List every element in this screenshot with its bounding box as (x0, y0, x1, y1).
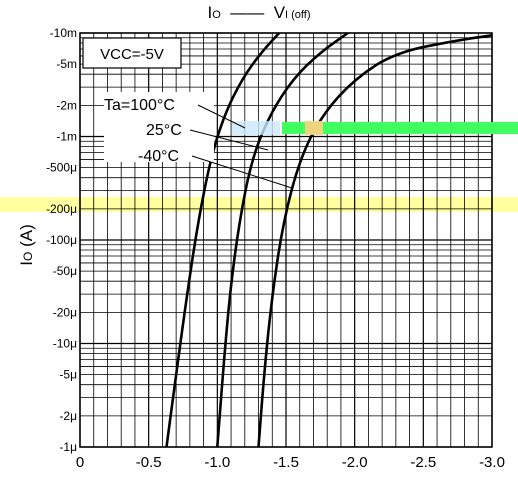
y-tick-label: -2μ (59, 409, 77, 423)
x-tick-label: -2.5 (410, 454, 436, 471)
y-tick-label: -50μ (53, 264, 77, 278)
x-tick-label: -1.5 (273, 454, 299, 471)
curves (165, 31, 493, 448)
series-line (165, 32, 281, 448)
series-line (216, 31, 349, 448)
legend-bg (104, 92, 214, 162)
y-tick-label: -100μ (46, 233, 77, 247)
chart-title: IO —— VI (off) (0, 3, 518, 23)
y-tick-label: -10m (50, 26, 77, 40)
condition-box (82, 37, 182, 69)
series-label-leader (189, 129, 269, 151)
series-label: 25°C (146, 122, 182, 139)
series-line (257, 34, 493, 448)
x-tick-label: -1.0 (204, 454, 230, 471)
marker-artifact (305, 121, 323, 135)
green-marker-bar (282, 122, 518, 134)
marker-artifact (232, 121, 280, 135)
title-dash: —— (225, 3, 269, 22)
x-tick-label: -2.0 (342, 454, 368, 471)
y-tick-label: -5m (56, 57, 77, 71)
series-label: Ta=100°C (104, 97, 175, 114)
y-tick-label: -10μ (53, 337, 77, 351)
tick-labels: -10m -5m -2m -1m -500μ -200μ -100μ -50μ -20μ -10μ… (46, 26, 505, 471)
series-label-leader (191, 155, 293, 189)
plot-frame (79, 32, 493, 448)
y-axis-label: IO (A) (17, 224, 36, 265)
y-tick-label: -2m (56, 98, 77, 112)
series-label-leader (197, 104, 246, 129)
highlight-band-layer (0, 197, 518, 212)
marker-layer (232, 121, 518, 135)
series-label: -40°C (138, 148, 179, 165)
highlight-band (0, 197, 518, 212)
x-tick-label: -3.0 (479, 454, 505, 471)
title-vi: VI (off) (273, 3, 311, 22)
y-tick-label: -1μ (59, 440, 77, 454)
y-tick-label: -500μ (46, 161, 77, 175)
y-tick-label: -20μ (53, 305, 77, 319)
x-tick-label: 0 (76, 454, 84, 471)
legend: VCC=-5V Ta=100°C 25°C -40°C (82, 37, 293, 189)
y-tick-label: -5μ (59, 368, 77, 382)
x-tick-label: -0.5 (136, 454, 162, 471)
y-tick-label: -1m (56, 130, 77, 144)
title-io: IO (207, 3, 221, 22)
y-tick-label: -200μ (46, 202, 77, 216)
condition-label: VCC=-5V (100, 46, 164, 63)
